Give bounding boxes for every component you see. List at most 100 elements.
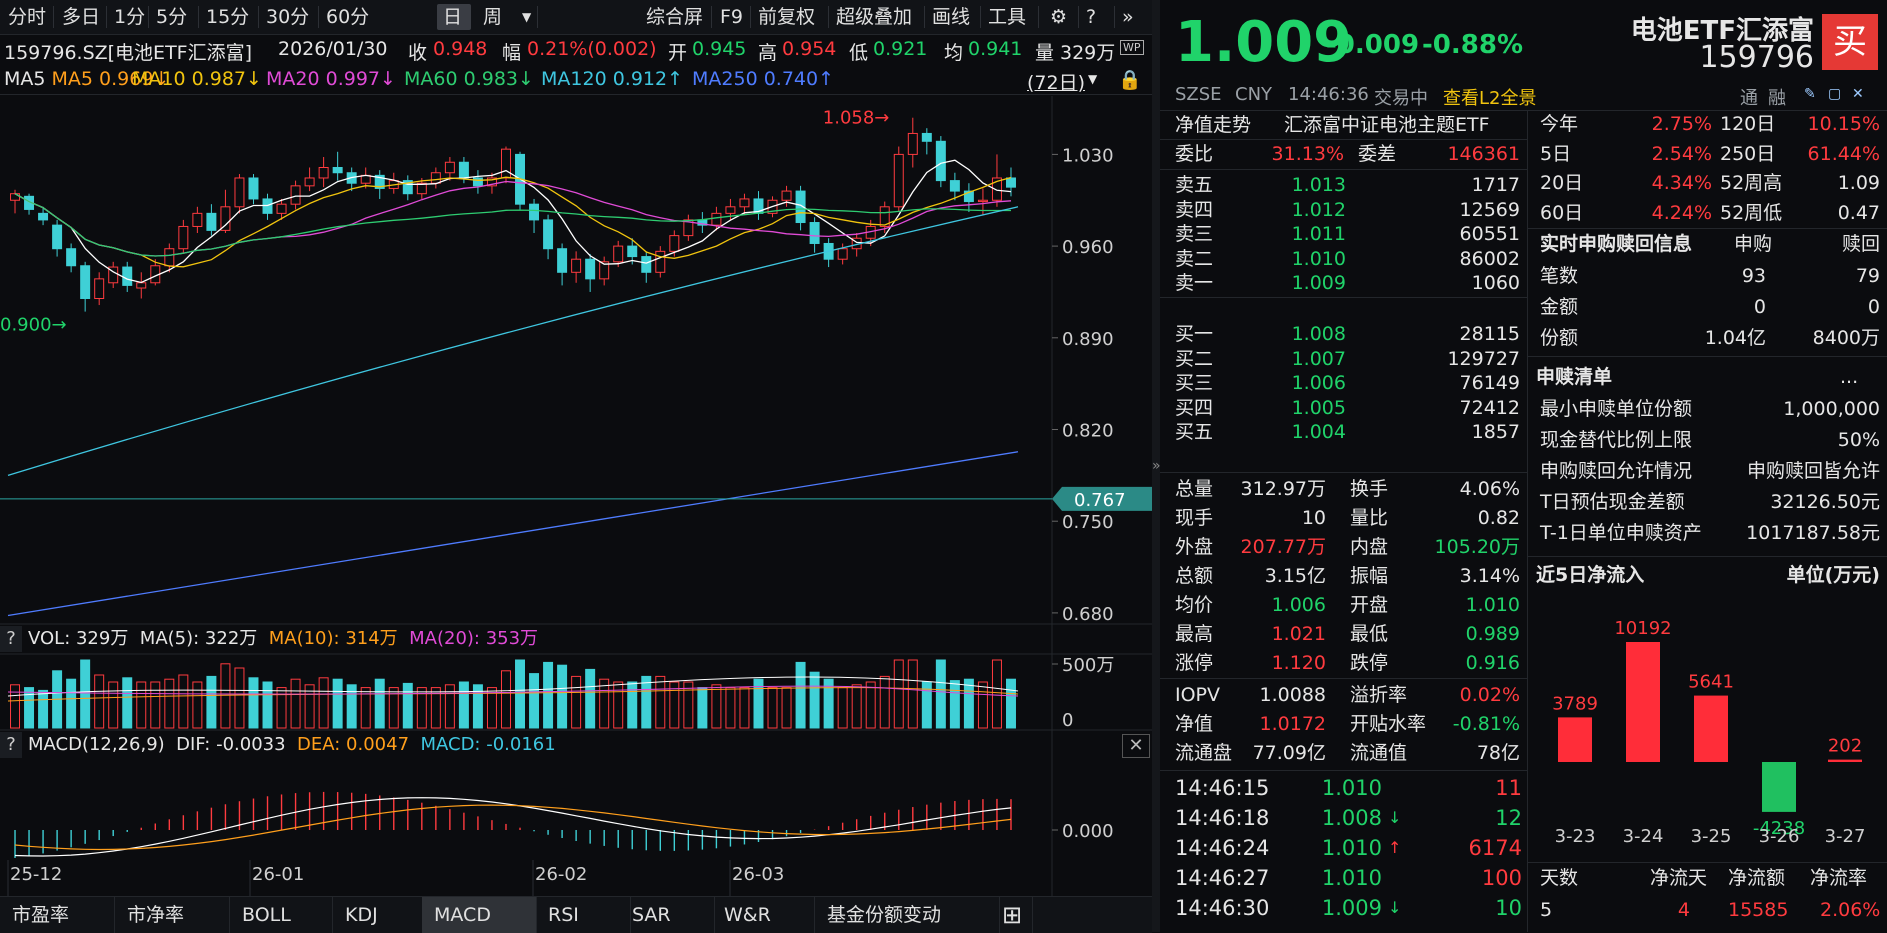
volume-bar: [24, 687, 35, 729]
volume-bar: [234, 667, 245, 729]
nav-value: 1.0088: [1259, 684, 1326, 706]
candle-body: [669, 235, 680, 252]
multi-screen-button[interactable]: 综合屏: [646, 6, 704, 28]
perf-label: 250日: [1720, 142, 1776, 165]
ma10-legend: MA10 0.987↓: [132, 68, 262, 90]
tab-pb[interactable]: 市净率: [115, 897, 230, 933]
tab-weekly[interactable]: 周: [483, 6, 503, 28]
tick-price: 1.010: [1321, 836, 1382, 860]
buy-button[interactable]: 买: [1822, 14, 1878, 70]
candle-body: [935, 140, 946, 182]
ask-label: 卖五: [1175, 174, 1214, 196]
candle-body: [613, 245, 624, 263]
stat-label: 开盘: [1350, 594, 1389, 616]
candle-body: [781, 190, 792, 201]
tab-macd[interactable]: MACD: [422, 897, 537, 933]
tick-time: 14:46:27: [1175, 866, 1270, 890]
volume-bar: [304, 684, 315, 729]
flow-category-label: 3-27: [1825, 826, 1866, 847]
tab-60min[interactable]: 60分: [326, 6, 370, 28]
tools-button[interactable]: 工具: [988, 6, 1027, 28]
ask-price: 1.010: [1291, 247, 1346, 270]
adjust-button[interactable]: 前复权: [758, 6, 816, 28]
candle-body: [122, 266, 133, 286]
flow-footer-head: 净流率: [1810, 867, 1868, 889]
tab-kdj[interactable]: KDJ: [333, 897, 432, 933]
ytick-label: 0.890: [1062, 329, 1114, 350]
bid-volume: 76149: [1459, 372, 1520, 395]
period-dropdown-icon[interactable]: ▼: [522, 10, 532, 24]
list-value: 50%: [1837, 429, 1880, 451]
candle-body: [809, 222, 820, 244]
macd-help-icon[interactable]: ?: [0, 732, 22, 758]
tab-boll[interactable]: BOLL: [230, 897, 333, 933]
candle-body: [108, 266, 119, 284]
bid-price: 1.006: [1291, 372, 1346, 395]
flow-footer-head: 净流天: [1650, 867, 1708, 889]
nav-tab[interactable]: 净值走势: [1175, 114, 1252, 136]
tab-rsi[interactable]: RSI: [536, 897, 631, 933]
flow-bar: [1762, 762, 1796, 812]
candle-body: [725, 206, 736, 214]
volume-bar: [388, 687, 399, 729]
edit-icon[interactable]: ✎: [1804, 86, 1816, 102]
macd-tick-label: 0.000: [1062, 821, 1114, 842]
stat-label: 内盘: [1350, 536, 1389, 558]
fund-name-tab[interactable]: 汇添富中证电池主题ETF: [1284, 114, 1490, 136]
bid-price: 1.005: [1291, 396, 1346, 419]
tab-intraday[interactable]: 分时: [8, 6, 47, 28]
candle-body: [94, 278, 105, 300]
range-days[interactable]: (72日): [1027, 72, 1086, 94]
window-icon[interactable]: ▢: [1828, 86, 1842, 102]
volume-bar: [430, 687, 441, 729]
candle-body: [500, 148, 511, 179]
nav-label: 流通盘: [1175, 742, 1233, 764]
side-collapse-handle[interactable]: »: [1152, 0, 1161, 932]
draw-line-button[interactable]: 画线: [932, 6, 971, 28]
help-icon[interactable]: ?: [1086, 6, 1097, 28]
low-label: 低: [849, 42, 869, 64]
list-more-icon[interactable]: ...: [1840, 366, 1859, 388]
flow-bar: [1828, 759, 1862, 762]
stat-value: 10: [1301, 507, 1326, 529]
flow-bar: [1558, 717, 1592, 762]
tab-pe[interactable]: 市盈率: [0, 897, 115, 933]
change-value: 0.21%(0.002): [527, 38, 657, 60]
tab-5min[interactable]: 5分: [156, 6, 188, 28]
macd-value: MACD: -0.0161: [420, 734, 556, 755]
volume-bar: [360, 687, 371, 729]
stat-value: 4.06%: [1459, 478, 1520, 500]
overlay-button[interactable]: 超级叠加: [836, 6, 913, 28]
wp-icon[interactable]: WP: [1120, 40, 1144, 55]
close-quote-icon[interactable]: ✕: [1852, 86, 1864, 102]
candle-body: [977, 199, 988, 203]
tab-1min[interactable]: 1分: [114, 6, 146, 28]
f9-button[interactable]: F9: [720, 6, 744, 28]
tab-multiday[interactable]: 多日: [62, 6, 101, 28]
tab-wr[interactable]: W&R: [712, 897, 815, 933]
flow-footer-value: 15585: [1728, 899, 1789, 921]
tab-fund-share[interactable]: 基金份额变动: [815, 897, 1000, 933]
range-dropdown-icon[interactable]: ▼: [1088, 72, 1098, 86]
l2-link[interactable]: 查看L2全景: [1443, 88, 1537, 109]
flow-bar: [1694, 695, 1728, 762]
bid-label: 买三: [1175, 372, 1214, 395]
tick-price: 1.008: [1321, 806, 1382, 830]
tab-daily[interactable]: 日: [437, 4, 471, 30]
add-tab-icon[interactable]: ⊞: [996, 897, 1033, 933]
lock-icon[interactable]: 🔒: [1118, 69, 1142, 91]
kline-chart-area[interactable]: 1.030 0.960 0.890 0.820 0.750 0.680 0.767 1.058…: [0, 96, 1152, 896]
redeem-sub-value: 93: [1741, 265, 1766, 287]
gear-icon[interactable]: ⚙: [1050, 6, 1068, 28]
tab-30min[interactable]: 30分: [266, 6, 310, 28]
kline-chart-svg[interactable]: 1.030 0.960 0.890 0.820 0.750 0.680 0.767 1.058…: [0, 96, 1152, 896]
tab-sar[interactable]: SAR: [620, 897, 715, 933]
stat-value: 0.82: [1477, 507, 1520, 529]
stat-value: 1.021: [1271, 623, 1326, 645]
vol-help-icon[interactable]: ?: [0, 626, 22, 652]
close-panel-icon[interactable]: ✕: [1122, 734, 1150, 758]
tab-15min[interactable]: 15分: [206, 6, 250, 28]
bid-volume: 28115: [1459, 323, 1520, 345]
volume-bar: [655, 675, 666, 729]
collapse-icon[interactable]: »: [1122, 6, 1134, 28]
